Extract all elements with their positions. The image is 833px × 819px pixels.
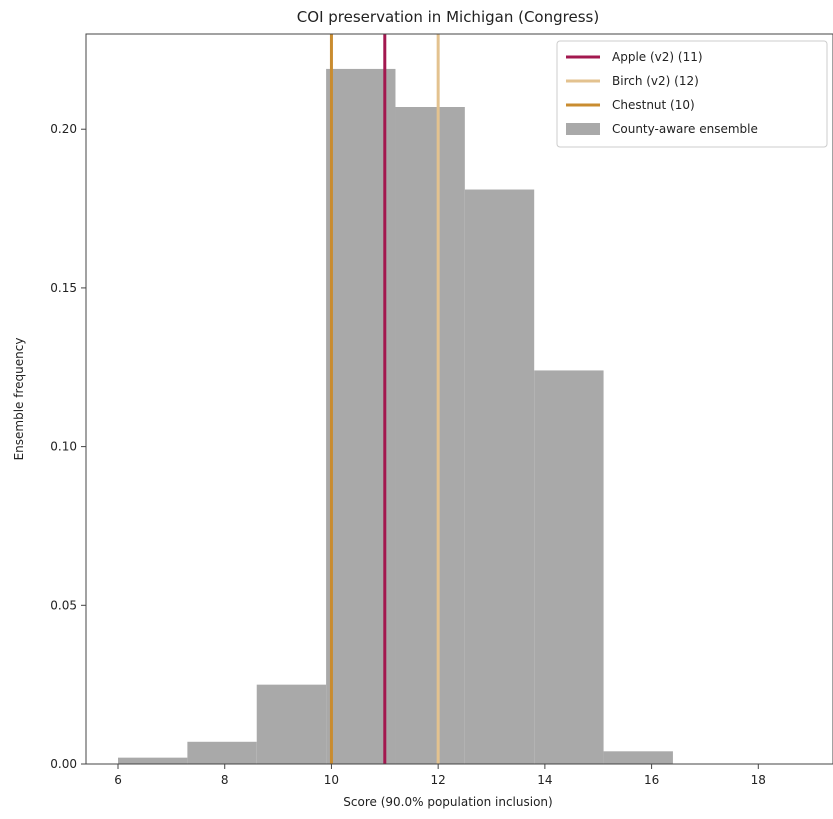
plot-frame [85,33,833,765]
x-tick-label: 6 [114,773,122,787]
x-tick-label: 16 [644,773,659,787]
histogram-bar [464,189,535,765]
legend-box [556,40,828,148]
legend-label: Apple (v2) (11) [612,50,703,64]
y-tick-label: 0.00 [50,757,77,771]
x-tick-label: 12 [431,773,446,787]
chart-title: COI preservation in Michigan (Congress) [297,8,599,26]
legend-label: Birch (v2) (12) [612,74,699,88]
x-tick-label: 14 [537,773,552,787]
histogram-bar [603,751,673,764]
legend: Apple (v2) (11) Birch (v2) (12) Chestnut (… [556,40,828,148]
legend-label: County-aware ensemble [612,122,758,136]
histogram-bar [187,741,257,764]
x-tick-label: 18 [751,773,766,787]
y-tick-label: 0.15 [50,281,77,295]
histogram-bar [256,684,327,764]
histogram-bar [395,107,465,764]
y-axis-label: Ensemble frequency [12,338,26,461]
legend-patch-swatch [566,123,600,135]
x-tick-label: 8 [221,773,229,787]
histogram-bar [118,757,188,764]
y-tick-label: 0.10 [50,440,77,454]
x-tick-label: 10 [324,773,339,787]
x-axis-ticks: 6 8 10 12 14 16 18 [114,764,766,787]
y-tick-label: 0.20 [50,122,77,136]
legend-label: Chestnut (10) [612,98,695,112]
y-axis-ticks: 0.00 0.05 0.10 0.15 0.20 [50,122,86,771]
y-tick-label: 0.05 [50,598,77,612]
x-axis-label: Score (90.0% population inclusion) [343,795,552,809]
reference-lines [329,34,440,764]
histogram-bar [534,370,604,764]
histogram-bars [118,68,673,765]
